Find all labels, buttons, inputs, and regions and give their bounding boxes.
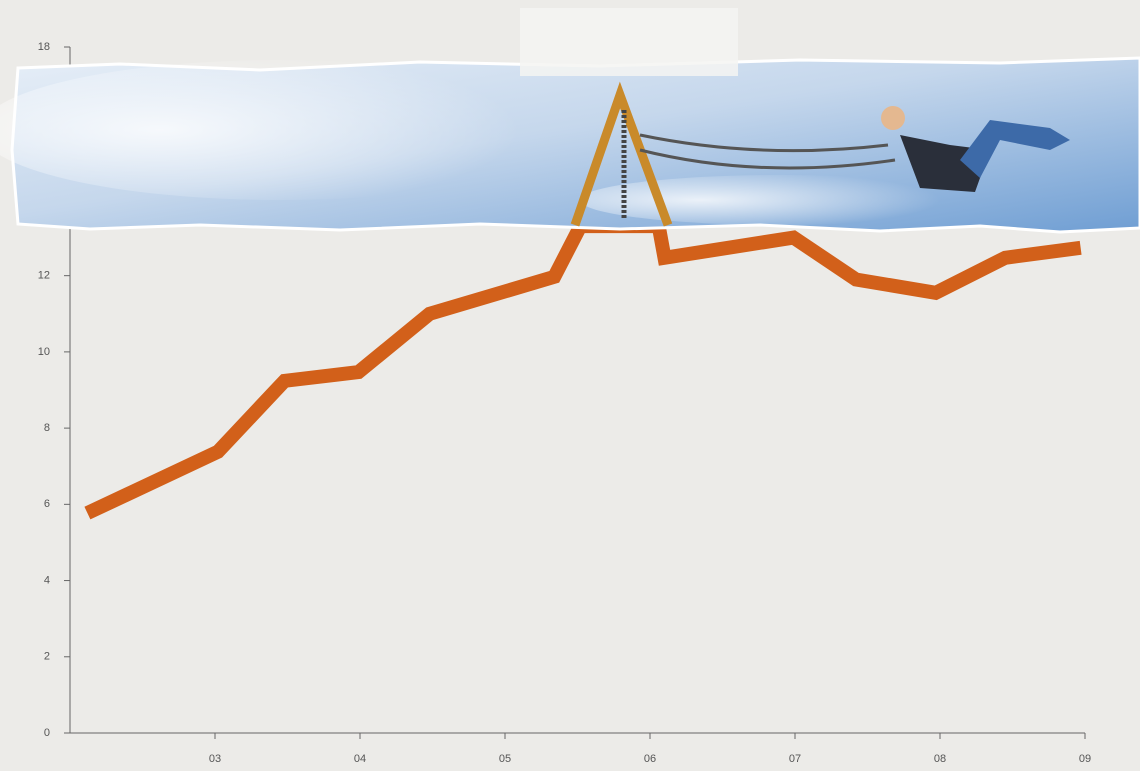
- x-tick-label: 06: [644, 753, 656, 765]
- x-tick-label: 03: [209, 753, 221, 765]
- y-tick-label: 0: [44, 727, 50, 739]
- person-legs: [960, 120, 1070, 178]
- sky-banner: [0, 8, 1140, 234]
- cloud: [580, 175, 980, 225]
- x-tick-label: 04: [354, 753, 366, 765]
- x-tick-label: 07: [789, 753, 801, 765]
- y-tick-label: 6: [44, 498, 50, 510]
- y-tick-label: 4: [44, 574, 50, 586]
- tape: [520, 8, 738, 76]
- x-tick-label: 05: [499, 753, 511, 765]
- person-body: [900, 135, 990, 192]
- cloud: [0, 60, 580, 200]
- y-tick-label: 12: [38, 270, 50, 282]
- swing-chains: [639, 133, 896, 170]
- x-tick-label: 09: [1079, 753, 1091, 765]
- y-tick-label: 18: [38, 41, 50, 53]
- y-tick-label: 2: [44, 651, 50, 663]
- y-tick-label: 10: [38, 346, 50, 358]
- person-head: [881, 106, 905, 130]
- swing-frame: [570, 81, 673, 227]
- y-tick-label: 8: [44, 422, 50, 434]
- x-tick-label: 08: [934, 753, 946, 765]
